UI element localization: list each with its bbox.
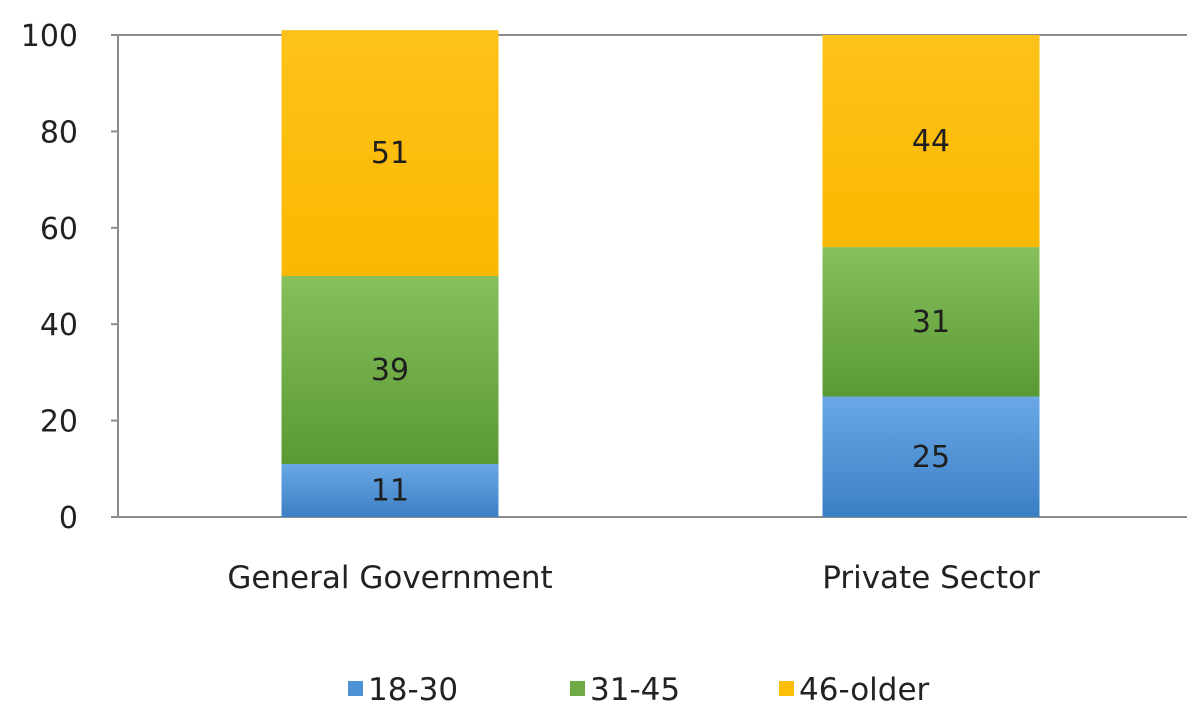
bar-segment-18-30-1: [822, 396, 1040, 517]
bar-segment-31-45-1: [822, 247, 1040, 397]
legend: 18-30 31-45 46-older: [348, 672, 930, 707]
y-tick-label: 0: [59, 501, 78, 536]
data-labels: 11 39 51 25 31 44: [371, 124, 950, 508]
data-label: 39: [371, 353, 409, 388]
data-label: 31: [912, 305, 950, 340]
legend-item: 46-older: [779, 672, 930, 707]
x-category-label: Private Sector: [822, 560, 1040, 596]
data-label: 25: [912, 440, 950, 475]
bar-segment-46-older-1: [822, 35, 1040, 248]
data-label: 11: [371, 473, 409, 508]
y-tick-label: 20: [40, 405, 78, 440]
x-category-label: General Government: [227, 560, 552, 596]
legend-label: 46-older: [799, 672, 930, 707]
bar-segment-46-older-0: [281, 30, 499, 277]
data-label: 44: [912, 124, 950, 159]
legend-item: 18-30: [348, 672, 458, 707]
x-axis: General Government Private Sector: [227, 560, 1040, 596]
y-tick-label: 40: [40, 308, 78, 343]
bar-segment-31-45-0: [281, 276, 499, 464]
legend-swatch: [348, 681, 363, 696]
data-label: 51: [371, 136, 409, 171]
bar-segment-18-30-0: [281, 463, 499, 517]
legend-swatch: [779, 681, 794, 696]
legend-item: 31-45: [570, 672, 680, 707]
legend-swatch: [570, 681, 585, 696]
bars: [281, 30, 1040, 517]
y-axis: 0 20 40 60 80 100: [21, 19, 118, 536]
y-tick-label: 80: [40, 115, 78, 150]
legend-label: 18-30: [368, 672, 458, 707]
y-tick-label: 100: [21, 19, 78, 54]
y-tick-label: 60: [40, 212, 78, 247]
legend-label: 31-45: [590, 672, 680, 707]
